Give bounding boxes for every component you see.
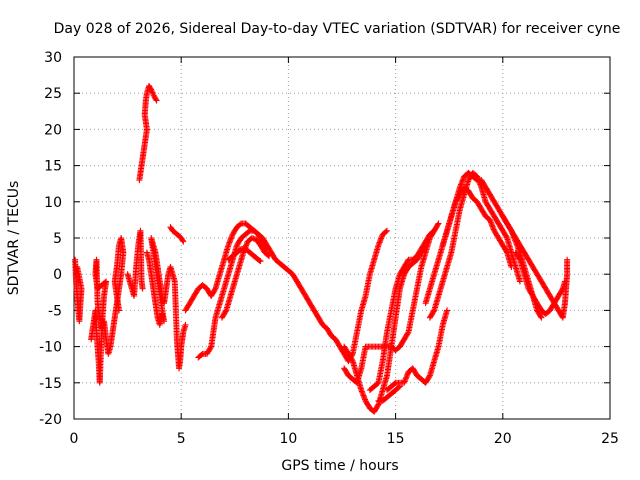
data-point xyxy=(147,85,154,92)
x-tick-label: 20 xyxy=(494,431,512,447)
y-tick-label: -20 xyxy=(39,412,62,428)
data-point xyxy=(426,373,433,380)
data-point xyxy=(382,228,389,235)
data-point xyxy=(149,89,156,96)
data-point xyxy=(396,383,403,390)
data-point xyxy=(222,308,229,315)
data-point xyxy=(564,256,571,263)
data-point xyxy=(430,308,437,315)
y-tick-label: -10 xyxy=(39,340,62,356)
data-point xyxy=(182,321,189,328)
data-point xyxy=(153,97,160,104)
y-axis-label: SDTVAR / TECUs xyxy=(6,181,22,296)
data-point xyxy=(256,257,263,264)
series-arc-l xyxy=(341,242,429,415)
x-tick-label: 25 xyxy=(601,431,619,447)
data-point xyxy=(503,233,510,240)
x-tick-label: 0 xyxy=(70,431,79,447)
series-arc-o xyxy=(384,307,451,394)
y-tick-label: 30 xyxy=(44,50,62,66)
data-point xyxy=(538,314,545,321)
series-arc-u xyxy=(512,249,568,318)
data-point xyxy=(516,255,523,262)
data-point xyxy=(349,356,356,363)
data-point xyxy=(207,344,214,351)
data-point xyxy=(73,271,80,278)
x-tick-label: 10 xyxy=(279,431,297,447)
data-point xyxy=(384,227,391,234)
data-point xyxy=(211,286,218,293)
series-arc-j xyxy=(225,245,264,265)
data-point xyxy=(434,221,441,228)
data-point xyxy=(537,313,544,320)
data-point xyxy=(516,278,523,285)
y-tick-label: -15 xyxy=(39,376,62,392)
data-point xyxy=(444,307,451,314)
y-tick-label: 10 xyxy=(44,195,62,211)
data-point xyxy=(404,330,411,337)
data-point xyxy=(435,220,442,227)
data-point xyxy=(180,238,187,245)
series-arc-n xyxy=(366,220,442,394)
y-tick-label: 5 xyxy=(53,231,62,247)
data-point xyxy=(503,248,510,255)
data-point xyxy=(148,88,155,95)
x-tick-label: 15 xyxy=(387,431,405,447)
data-point xyxy=(257,258,264,265)
chart-title: Day 028 of 2026, Sidereal Day-to-day VTE… xyxy=(54,21,621,37)
data-point xyxy=(374,402,381,409)
data-point xyxy=(508,263,515,270)
series-arc-a xyxy=(72,256,85,325)
y-tick-label: 25 xyxy=(44,86,62,102)
data-point xyxy=(116,307,123,314)
data-point xyxy=(150,92,157,99)
series-arc-f xyxy=(167,224,187,245)
series-arc-p xyxy=(375,383,403,404)
series-arc-i xyxy=(218,235,273,321)
series-arc-b xyxy=(88,235,127,386)
data-points xyxy=(72,82,571,415)
data-point xyxy=(265,252,272,259)
y-tick-label: 15 xyxy=(44,159,62,175)
series-arc-e xyxy=(143,235,189,372)
series-arc-s xyxy=(439,184,515,270)
data-point xyxy=(179,237,186,244)
data-point xyxy=(148,86,155,93)
series-arc-m xyxy=(341,227,438,386)
data-point xyxy=(152,96,159,103)
data-point xyxy=(559,286,566,293)
x-tick-label: 5 xyxy=(177,431,186,447)
data-point xyxy=(561,278,568,285)
data-point xyxy=(150,90,157,97)
y-tick-label: 0 xyxy=(53,267,62,283)
series-arc-c xyxy=(124,227,146,299)
grid xyxy=(74,57,610,419)
y-tick-label: -5 xyxy=(48,303,62,319)
ticks: 0 5 10 15 20 25 -20 -15 -10 -5 0 5 10 15 20 25 30 xyxy=(39,50,619,447)
x-axis-label: GPS time / hours xyxy=(281,458,398,474)
data-point xyxy=(266,253,273,260)
y-tick-label: 20 xyxy=(44,122,62,138)
series-arc-d xyxy=(136,82,160,184)
data-point xyxy=(395,384,402,391)
data-point xyxy=(139,285,146,292)
